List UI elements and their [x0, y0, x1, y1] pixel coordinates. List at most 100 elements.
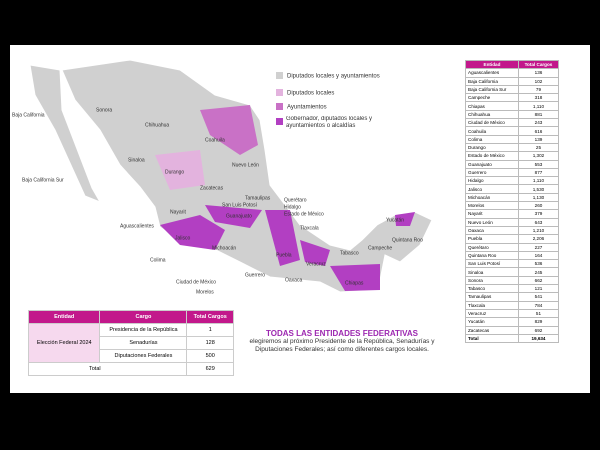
- cell: Diputaciones Federales: [99, 349, 188, 363]
- row: Ciudad de México 243: [465, 118, 560, 128]
- cell: 662: [517, 275, 560, 286]
- row: Guerrero 877: [465, 167, 560, 178]
- headline-text: elegiremos al próximo Presidente de la R…: [249, 338, 435, 353]
- legend-label: Ayuntamientos: [287, 105, 327, 111]
- state: [200, 105, 258, 155]
- cell: Elección Federal 2024: [27, 323, 101, 363]
- state-label: Tlaxcala: [300, 225, 319, 231]
- cell: 227: [517, 242, 560, 252]
- state-label: Colima: [150, 257, 166, 263]
- state-label: Campeche: [368, 245, 392, 251]
- state-label: Nayarit: [170, 209, 186, 215]
- cell: Colima: [465, 134, 519, 144]
- cell: 881: [517, 109, 560, 120]
- cell: 19,634: [517, 333, 560, 344]
- state-table: Entidad Total Cargos Aguascalientes 136 Baja…: [465, 59, 560, 344]
- cell: 102: [517, 76, 560, 86]
- state-label: Chihuahua: [145, 122, 169, 128]
- cell: Tabasco: [465, 283, 519, 294]
- header-cell: Cargo: [99, 310, 188, 324]
- legend-swatch: [276, 103, 283, 110]
- row: Yucatán 829: [465, 317, 560, 327]
- row: Aguascalientes 136: [465, 68, 560, 78]
- row: Estado de México 1,302: [465, 151, 560, 161]
- header-cell: Entidad: [27, 310, 101, 324]
- legend-swatch: [276, 118, 283, 125]
- state: [160, 215, 225, 250]
- state-label: Baja California: [12, 112, 45, 118]
- peninsula: [29, 64, 102, 203]
- cell: Sonora: [465, 275, 519, 286]
- header-cell: Entidad: [465, 59, 519, 70]
- state-label: Veracruz: [306, 261, 326, 267]
- row: Baja California 102: [465, 76, 560, 86]
- state-label: Nuevo León: [232, 162, 259, 168]
- legend-swatch: [276, 72, 283, 79]
- state: [300, 240, 330, 266]
- cell: 79: [517, 84, 560, 95]
- state-label: Jalisco: [175, 235, 191, 241]
- row: Tabasco 121: [465, 283, 560, 294]
- state-label: Durango: [165, 169, 184, 175]
- cell: Chihuahua: [465, 109, 519, 120]
- state: [155, 150, 205, 190]
- cell: Aguascalientes: [465, 68, 519, 78]
- state-label: Michoacán: [212, 245, 236, 251]
- cell: 541: [517, 292, 560, 302]
- state-label: Sinaloa: [128, 157, 145, 163]
- cell: Puebla: [465, 234, 519, 244]
- row: Colima 139: [465, 134, 560, 144]
- state-label: Morelos: [196, 289, 214, 295]
- cell: San Luis Potosí: [465, 259, 519, 269]
- header-cell: Total Cargos: [517, 59, 560, 70]
- cell: 1,210: [517, 225, 560, 236]
- cell: Morelos: [465, 201, 519, 211]
- state-label: Sonora: [96, 107, 112, 113]
- cell: Oaxaca: [465, 225, 519, 236]
- row: Michoacán 1,130: [465, 192, 560, 203]
- map-labels: Baja California Sonora Chihuahua Coahuil…: [12, 107, 423, 295]
- cell: 692: [517, 325, 560, 335]
- cell: 245: [517, 267, 560, 277]
- cell: 164: [517, 250, 560, 261]
- row: Nuevo León 643: [465, 217, 560, 227]
- state-label: Zacatecas: [200, 185, 224, 191]
- legend-swatch: [276, 89, 283, 96]
- row: Durango 25: [465, 142, 560, 153]
- cell: Yucatán: [465, 317, 519, 327]
- state-label: Puebla: [276, 252, 292, 258]
- map-shapes: [29, 59, 433, 293]
- header-row: Entidad Total Cargos: [465, 59, 560, 70]
- cell: 500: [186, 349, 234, 363]
- cell: 629: [186, 362, 234, 376]
- cell: 136: [517, 68, 560, 78]
- cell: Sinaloa: [465, 267, 519, 277]
- total-row: Total 19,634: [465, 333, 560, 344]
- row: Querétaro 227: [465, 242, 560, 252]
- row: Baja California Sur 79: [465, 84, 560, 95]
- row: Tamaulipas 541: [465, 292, 560, 302]
- cell: Hidalgo: [465, 176, 519, 186]
- row: Chiapas 1,110: [465, 101, 560, 111]
- legend-label: Diputados locales: [287, 91, 334, 97]
- headline-title: TODAS LAS ENTIDADES FEDERATIVAS: [265, 329, 418, 338]
- cell: 536: [517, 259, 560, 269]
- cell: Nuevo León: [465, 217, 519, 227]
- cell: Coahuila: [465, 126, 519, 136]
- cell: Jalisco: [465, 184, 519, 194]
- cell: 25: [517, 142, 560, 153]
- cell: Guerrero: [465, 167, 519, 178]
- row: Tlaxcala 784: [465, 300, 560, 310]
- cell: 2,206: [517, 234, 560, 244]
- row: Zacatecas 692: [465, 325, 560, 335]
- state-label: Oaxaca: [285, 277, 302, 283]
- cell: Estado de México: [465, 151, 519, 161]
- cell: 1,302: [517, 151, 560, 161]
- row: Guanajuato 553: [465, 159, 560, 169]
- row: Puebla 2,206: [465, 234, 560, 244]
- row: Sinaloa 245: [465, 267, 560, 277]
- cell: Total: [27, 362, 188, 376]
- state-label: Ciudad de México: [176, 279, 216, 285]
- cell: 643: [517, 217, 560, 227]
